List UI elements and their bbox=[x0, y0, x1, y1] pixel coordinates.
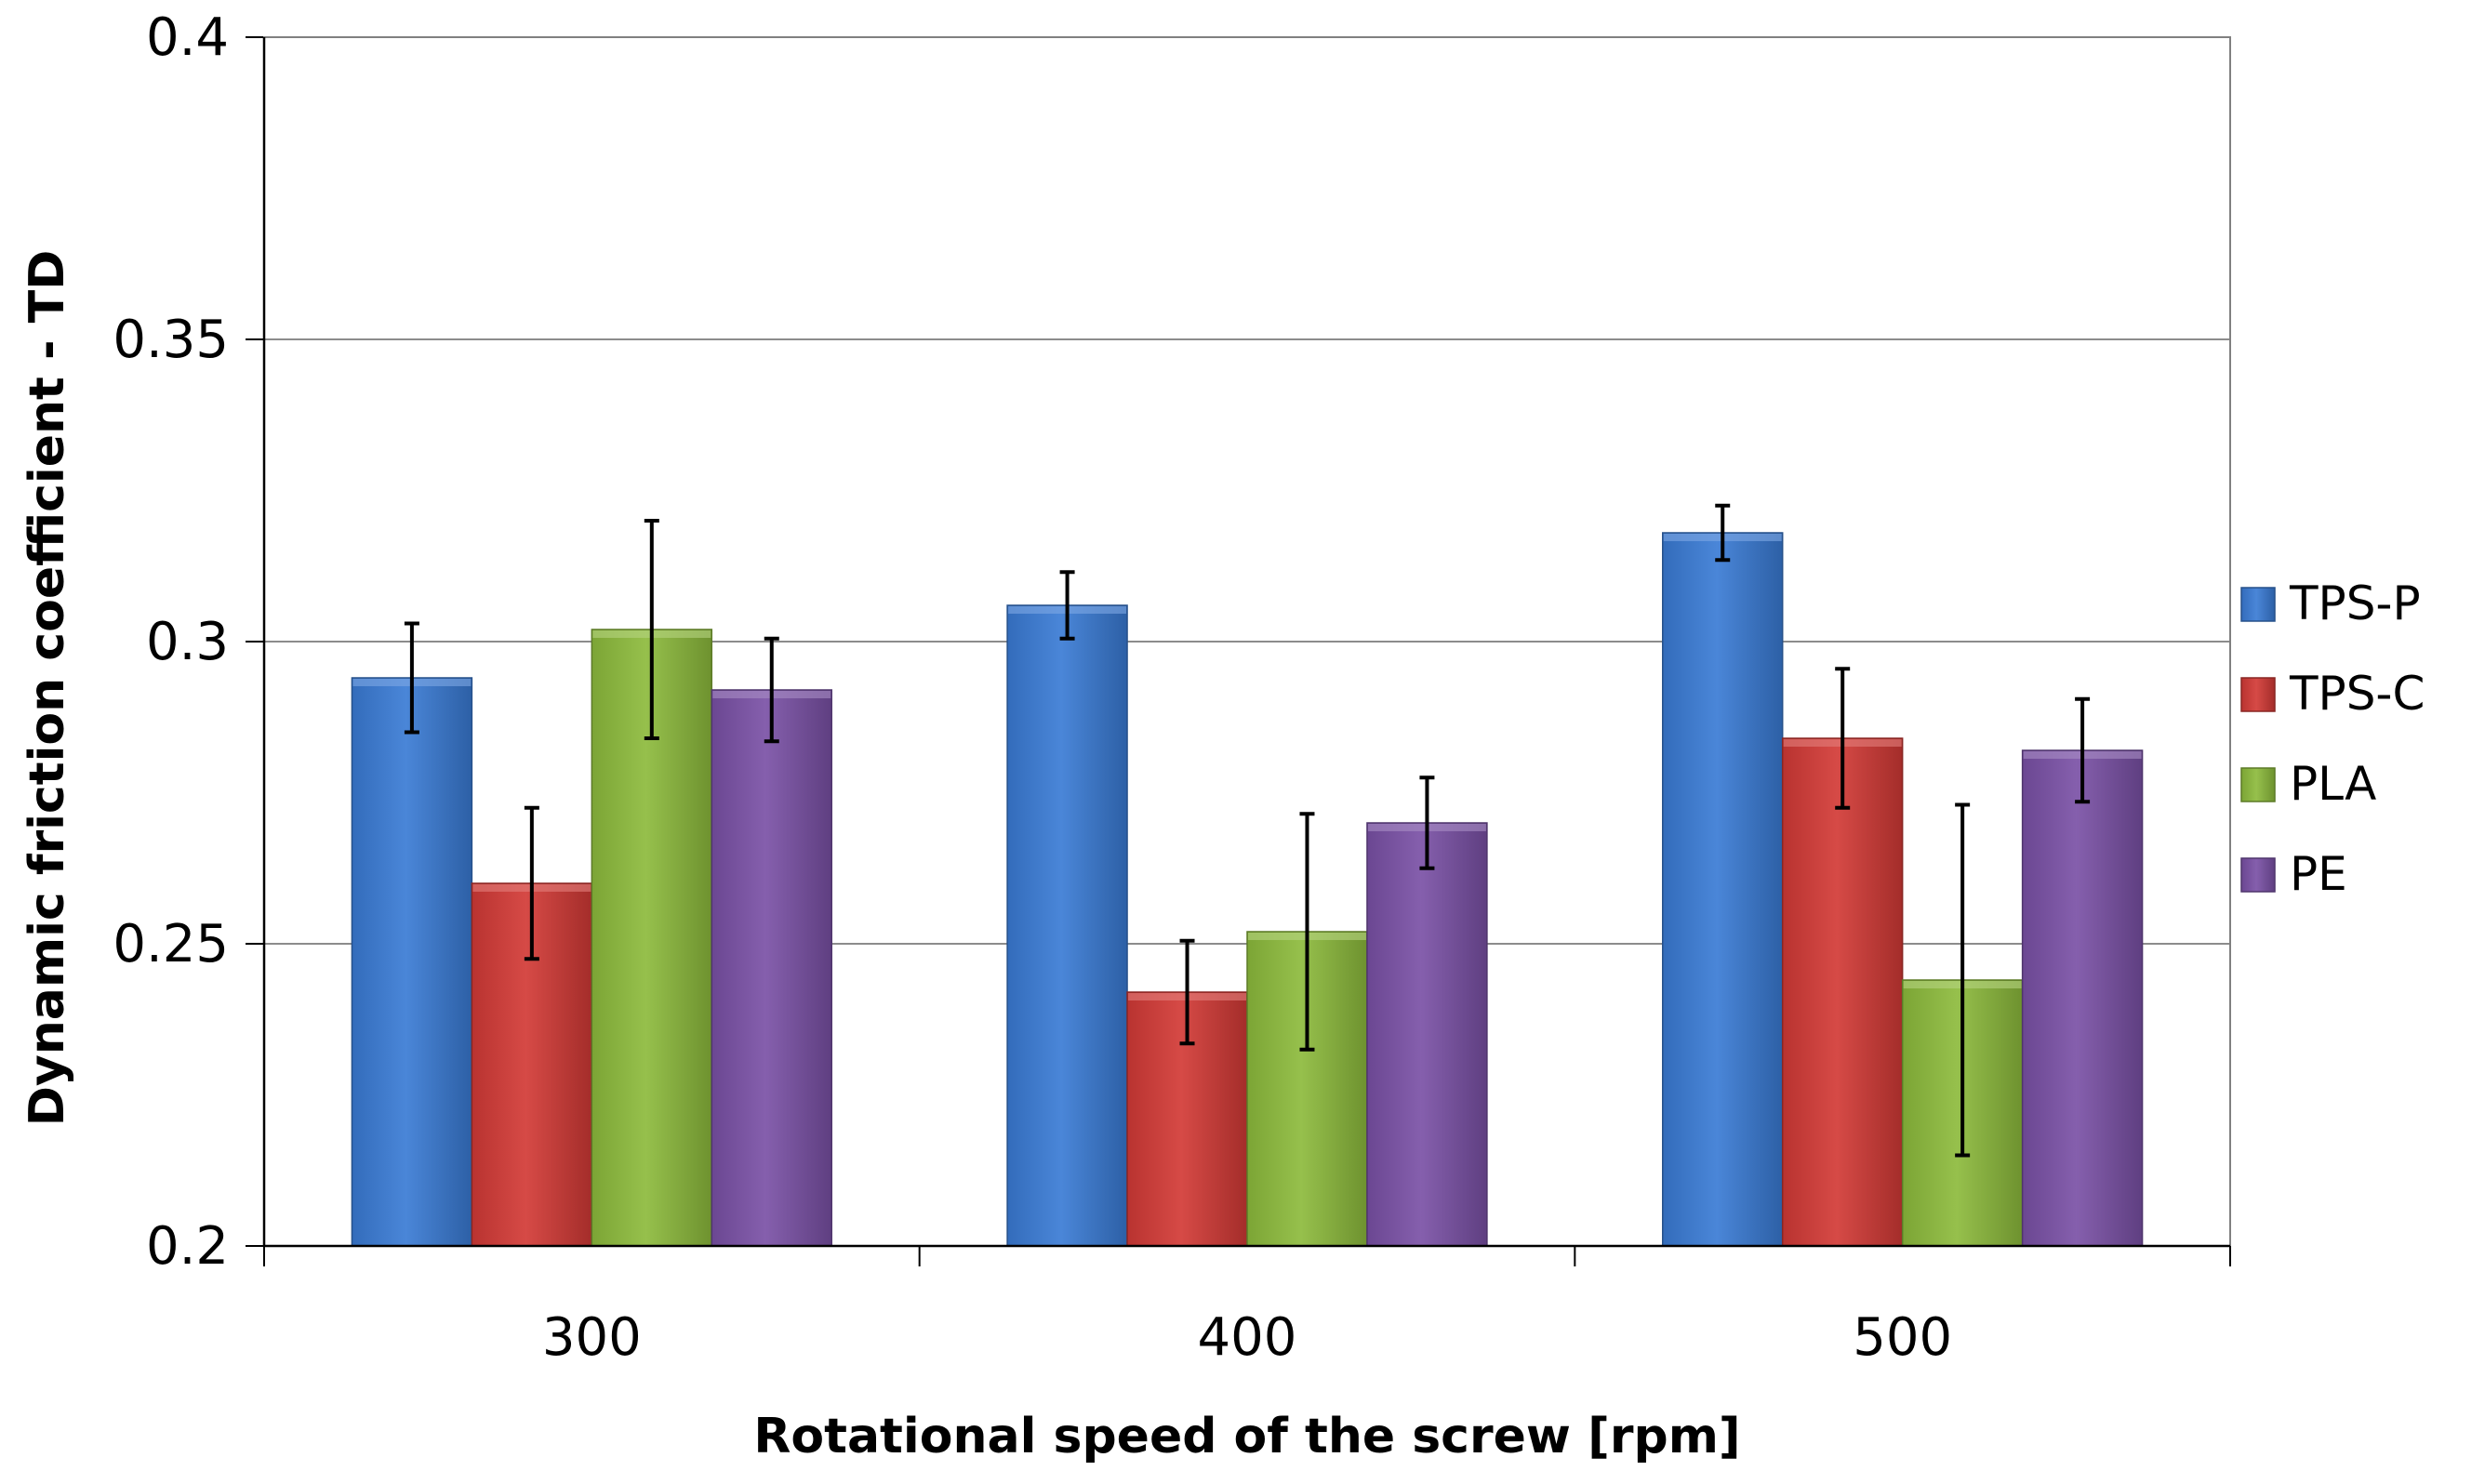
y-tick-label: 0.4 bbox=[146, 7, 229, 68]
bar-tps-c-500 bbox=[1781, 737, 1904, 1247]
y-tick-label: 0.35 bbox=[113, 310, 229, 370]
bar-pe-500 bbox=[2021, 749, 2144, 1247]
legend-label-tps-c: TPS-C bbox=[2289, 667, 2425, 721]
x-axis-title: Rotational speed of the screw [rpm] bbox=[753, 1409, 1740, 1464]
legend-label-pla: PLA bbox=[2290, 757, 2376, 811]
y-tick-label: 0.25 bbox=[113, 914, 229, 974]
bar-tps-p-400 bbox=[1006, 604, 1128, 1247]
bar-pe-400 bbox=[1366, 822, 1488, 1247]
bar-tps-p-500 bbox=[1662, 532, 1784, 1247]
x-tick-label: 300 bbox=[542, 1307, 642, 1368]
legend-label-tps-p: TPS-P bbox=[2289, 576, 2421, 630]
bar-tps-p-300 bbox=[351, 677, 473, 1247]
y-tick-label: 0.3 bbox=[146, 612, 229, 672]
bar-pe-300 bbox=[711, 689, 832, 1247]
legend-swatch-tps-p bbox=[2240, 587, 2276, 622]
legend-swatch-tps-c bbox=[2240, 677, 2276, 712]
y-axis-title: Dynamic friction coefficient - TD bbox=[20, 250, 75, 1127]
y-tick-label: 0.2 bbox=[146, 1216, 229, 1277]
x-tick-label: 400 bbox=[1198, 1307, 1297, 1368]
legend-swatch-pla bbox=[2240, 767, 2276, 802]
x-tick-label: 500 bbox=[1853, 1307, 1952, 1368]
legend-swatch-pe bbox=[2240, 857, 2276, 893]
legend-label-pe: PE bbox=[2290, 847, 2347, 901]
